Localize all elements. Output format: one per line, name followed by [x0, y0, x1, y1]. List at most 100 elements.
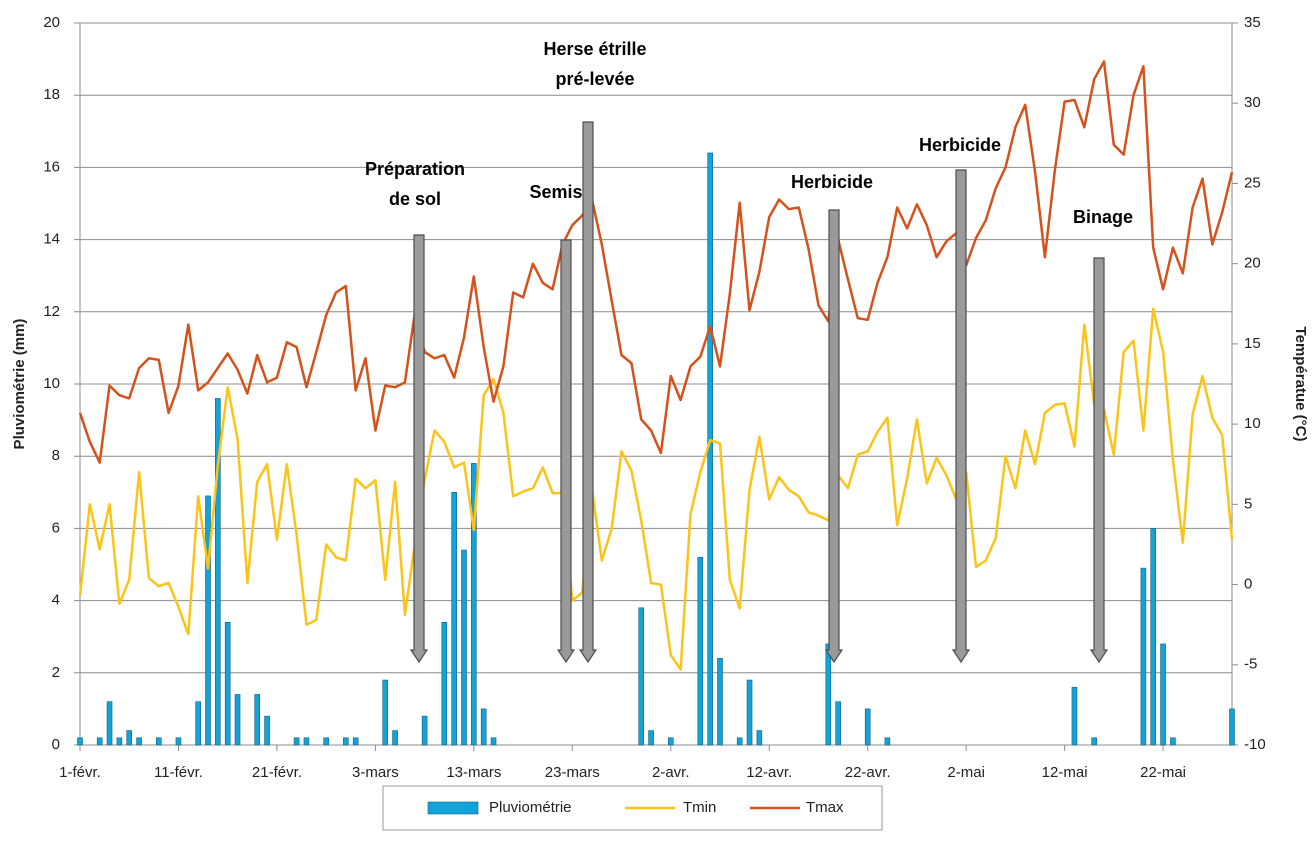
- y-tick-label: 4: [52, 592, 60, 609]
- bar: [96, 737, 103, 746]
- bar: [303, 737, 310, 746]
- y-tick-label: 10: [43, 375, 60, 392]
- bar: [1140, 567, 1147, 746]
- bar: [1229, 708, 1235, 746]
- x-tick-label: 11-févr.: [154, 764, 203, 781]
- bar: [205, 495, 211, 746]
- annotation: de sol: [389, 189, 441, 209]
- bar: [1091, 737, 1097, 746]
- bar: [480, 708, 487, 746]
- bar: [835, 701, 841, 746]
- line: [78, 307, 1234, 671]
- bar: [490, 737, 497, 746]
- bar: [352, 737, 359, 746]
- bar: [136, 737, 142, 746]
- bar: [77, 737, 83, 746]
- annotation-arrow: [556, 239, 576, 664]
- x-tick-label: 2-mai: [947, 764, 985, 781]
- y-tick-label: 14: [43, 231, 60, 248]
- bar: [116, 737, 123, 746]
- bar: [441, 621, 448, 746]
- bar: [825, 643, 832, 746]
- y2-tick-label: 10: [1244, 415, 1261, 432]
- x-tick-label: 12-avr.: [746, 764, 792, 781]
- bar: [126, 730, 133, 746]
- bar: [175, 737, 182, 746]
- bar: [155, 737, 162, 746]
- y2-tick-label: 0: [1244, 576, 1252, 593]
- x-tick-label: 23-mars: [545, 764, 600, 781]
- bar: [717, 658, 723, 746]
- x-tick-label: 13-mars: [446, 764, 501, 781]
- x-tick-label: 21-févr.: [252, 764, 302, 781]
- bar: [697, 556, 704, 746]
- y-tick-label: 0: [52, 736, 60, 753]
- x-tick-label: 2-avr.: [652, 764, 690, 781]
- annotation: pré-levée: [555, 69, 634, 89]
- y2-tick-label: 5: [1244, 495, 1252, 512]
- annotation-arrow: [409, 234, 429, 664]
- x-tick-label: 1-févr.: [59, 764, 101, 781]
- bar: [392, 730, 398, 746]
- annotation: Herse étrille: [543, 39, 646, 59]
- annotation-arrow: [951, 169, 971, 664]
- y-tick-label: 12: [43, 303, 60, 320]
- bar: [421, 715, 428, 746]
- annotation: Herbicide: [919, 135, 1001, 155]
- bar: [264, 715, 270, 746]
- bar: [382, 679, 389, 746]
- legend-label: Tmax: [806, 799, 844, 816]
- bar: [471, 463, 477, 746]
- y-tick-label: 8: [52, 447, 60, 464]
- bar: [1170, 737, 1176, 746]
- bar: [234, 694, 241, 746]
- annotation: Binage: [1073, 207, 1133, 227]
- bar: [648, 730, 654, 746]
- bar: [638, 607, 645, 746]
- bar: [461, 549, 467, 746]
- y-tick-label: 6: [52, 519, 60, 536]
- y2-tick-label: 30: [1244, 94, 1261, 111]
- bar: [293, 737, 300, 746]
- y2-tick-label: 20: [1244, 255, 1261, 272]
- y2-tick-label: -5: [1244, 656, 1257, 673]
- y-axis-label: Pluviométrie (mm): [11, 319, 28, 450]
- y-tick-label: 16: [43, 158, 60, 175]
- bar: [323, 737, 329, 746]
- y-tick-label: 2: [52, 664, 60, 681]
- annotation-arrow: [824, 209, 844, 664]
- bar: [224, 621, 231, 746]
- y-tick-label: 18: [43, 86, 60, 103]
- bar: [667, 737, 674, 746]
- x-tick-label: 3-mars: [352, 764, 399, 781]
- bar: [215, 398, 221, 746]
- line: [78, 60, 1234, 464]
- bar: [254, 694, 261, 746]
- bar: [1150, 528, 1157, 746]
- y2-axis-label: Températue (°C): [1292, 327, 1309, 442]
- legend-swatch: [427, 801, 479, 815]
- bar: [864, 708, 871, 746]
- annotation-arrow: [578, 121, 598, 664]
- y2-tick-label: -10: [1244, 736, 1266, 753]
- bar: [756, 730, 763, 746]
- x-tick-label: 12-mai: [1042, 764, 1088, 781]
- bar: [451, 491, 457, 746]
- bar: [106, 701, 113, 746]
- bar: [746, 679, 753, 746]
- bar: [195, 701, 201, 746]
- y-tick-label: 20: [43, 14, 60, 31]
- y2-tick-label: 35: [1244, 14, 1261, 31]
- annotation: Semis: [529, 182, 582, 202]
- bar: [343, 737, 349, 746]
- y2-tick-label: 15: [1244, 335, 1261, 352]
- legend-label: Tmin: [683, 799, 716, 816]
- x-tick-label: 22-mai: [1140, 764, 1186, 781]
- x-tick-label: 22-avr.: [845, 764, 891, 781]
- annotation-arrow: [1089, 257, 1109, 664]
- bar: [1071, 686, 1078, 746]
- y2-tick-label: 25: [1244, 174, 1261, 191]
- legend-label: Pluviométrie: [489, 799, 572, 816]
- bar: [884, 737, 891, 746]
